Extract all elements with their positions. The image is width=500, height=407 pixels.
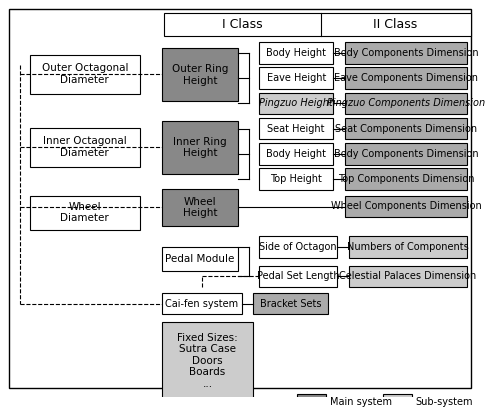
Text: Outer Ring
Height: Outer Ring Height	[172, 64, 228, 85]
Bar	[345, 68, 467, 89]
Text: Bracket Sets: Bracket Sets	[260, 298, 321, 309]
Bar	[254, 293, 328, 314]
Text: Sub-system: Sub-system	[416, 396, 473, 407]
Bar	[162, 247, 238, 271]
Text: Body Components Dimension: Body Components Dimension	[334, 149, 478, 159]
Text: Top Height: Top Height	[270, 174, 322, 184]
Bar	[259, 236, 337, 258]
Bar	[259, 168, 334, 190]
Bar	[30, 55, 140, 94]
Text: Top Components Dimension: Top Components Dimension	[338, 174, 474, 184]
Bar	[164, 13, 471, 36]
Bar	[162, 48, 238, 101]
Bar	[348, 266, 467, 287]
Text: Fixed Sizes:
Sutra Case
Doors
Boards
...: Fixed Sizes: Sutra Case Doors Boards ...	[177, 333, 238, 389]
Bar	[162, 189, 238, 226]
Text: I Class: I Class	[222, 18, 262, 31]
Bar	[259, 266, 337, 287]
Bar	[30, 128, 140, 166]
Text: Side of Octagon: Side of Octagon	[260, 242, 337, 252]
Bar	[162, 121, 238, 174]
Text: Outer Octagonal
Diameter: Outer Octagonal Diameter	[42, 63, 128, 85]
Text: Wheel
Height: Wheel Height	[182, 197, 217, 218]
Bar	[297, 394, 326, 407]
Bar	[345, 93, 467, 114]
Text: Celestial Palaces Dimension: Celestial Palaces Dimension	[339, 271, 476, 281]
Text: Body Components Dimension: Body Components Dimension	[334, 48, 478, 58]
Text: Pingzuo Height: Pingzuo Height	[260, 98, 333, 108]
Text: Wheel
Diameter: Wheel Diameter	[60, 202, 109, 223]
Text: Pingzuo Components Dimension: Pingzuo Components Dimension	[327, 98, 485, 108]
Bar	[30, 196, 140, 230]
Bar	[345, 168, 467, 190]
Bar	[259, 68, 334, 89]
Text: Pedal Set Length: Pedal Set Length	[257, 271, 340, 281]
Text: Cai-fen system: Cai-fen system	[165, 298, 238, 309]
Bar	[259, 143, 334, 164]
Text: Inner Ring
Height: Inner Ring Height	[173, 137, 227, 158]
Text: Eave Components Dimension: Eave Components Dimension	[334, 73, 478, 83]
Bar	[259, 42, 334, 63]
Bar	[348, 236, 467, 258]
Text: Pedal Module: Pedal Module	[165, 254, 234, 264]
Bar	[259, 118, 334, 139]
Bar	[345, 118, 467, 139]
Text: Eave Height: Eave Height	[266, 73, 326, 83]
Bar	[162, 322, 254, 400]
Text: Seat Height: Seat Height	[268, 124, 325, 133]
Text: Wheel Components Dimension: Wheel Components Dimension	[330, 201, 482, 211]
Text: Seat Components Dimension: Seat Components Dimension	[335, 124, 477, 133]
Bar	[259, 93, 334, 114]
Bar	[345, 143, 467, 164]
Text: Main system: Main system	[330, 396, 392, 407]
Text: Inner Octagonal
Diameter: Inner Octagonal Diameter	[43, 136, 126, 158]
Text: Body Height: Body Height	[266, 48, 326, 58]
Text: Numbers of Components: Numbers of Components	[347, 242, 469, 252]
Bar	[162, 293, 242, 314]
Bar	[345, 42, 467, 63]
Bar	[345, 196, 467, 217]
Text: II Class: II Class	[374, 18, 418, 31]
Text: Body Height: Body Height	[266, 149, 326, 159]
Bar	[383, 394, 412, 407]
